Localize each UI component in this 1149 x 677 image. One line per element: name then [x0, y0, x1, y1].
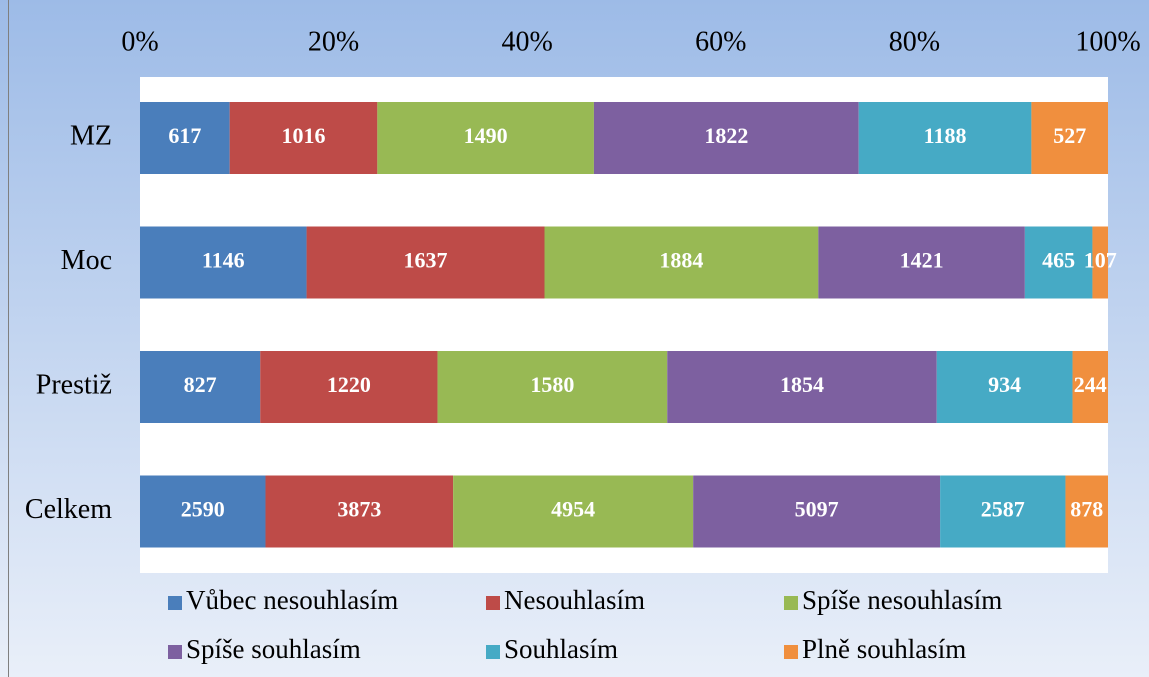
value-label: 5097	[795, 497, 839, 522]
legend-label: Plně souhlasím	[802, 634, 966, 664]
bar-segment	[1092, 226, 1108, 299]
legend-label: Spíše nesouhlasím	[802, 585, 1002, 615]
legend-label: Vůbec nesouhlasím	[186, 585, 398, 615]
value-label: 1421	[900, 248, 944, 273]
x-tick-label: 60%	[695, 26, 746, 57]
value-label: 878	[1070, 497, 1103, 522]
legend-swatch	[784, 596, 798, 610]
value-label: 1146	[202, 248, 245, 273]
y-tick-label: Celkem	[25, 494, 112, 525]
x-tick-label: 100%	[1075, 26, 1140, 57]
bar-segment	[140, 351, 261, 423]
bar-segment	[1031, 102, 1108, 174]
value-label: 1188	[924, 123, 967, 148]
bar-segment	[1072, 351, 1108, 423]
value-label: 465	[1042, 248, 1075, 273]
bar-segment	[437, 351, 668, 423]
value-label: 934	[988, 372, 1021, 397]
value-label: 1854	[780, 372, 824, 397]
value-label: 1884	[659, 248, 703, 273]
legend-swatch	[486, 596, 500, 610]
value-label: 1016	[282, 123, 326, 148]
bar-segment	[265, 475, 454, 548]
y-tick-label: MZ	[70, 120, 112, 151]
value-label: 3873	[337, 497, 381, 522]
bar-segment	[936, 351, 1073, 423]
bar-segment	[593, 102, 859, 174]
bar-segment	[229, 102, 378, 174]
x-tick-label: 80%	[889, 26, 940, 57]
bar-segment	[140, 102, 230, 174]
y-tick-label: Prestiž	[36, 369, 112, 400]
bar-segment	[453, 475, 694, 548]
bar-segment	[377, 102, 594, 174]
value-label: 244	[1074, 372, 1107, 397]
value-label: 4954	[551, 497, 595, 522]
value-label: 617	[168, 123, 201, 148]
value-label: 107	[1084, 248, 1117, 273]
bar-segment	[940, 475, 1066, 548]
legend-swatch	[168, 596, 182, 610]
legend-label: Spíše souhlasím	[186, 634, 361, 664]
value-label: 1822	[704, 123, 748, 148]
value-label: 527	[1053, 123, 1086, 148]
y-tick-label: Moc	[61, 245, 112, 276]
value-label: 1580	[530, 372, 574, 397]
bar-segment	[1065, 475, 1108, 548]
bar-segment	[693, 475, 941, 548]
bar-segment	[818, 226, 1025, 299]
legend-label: Souhlasím	[504, 634, 618, 664]
legend-label: Nesouhlasím	[504, 585, 645, 615]
x-tick-label: 0%	[121, 26, 158, 57]
bar-segment	[140, 226, 307, 299]
value-label: 2587	[981, 497, 1025, 522]
bar-segment	[306, 226, 545, 299]
x-tick-label: 40%	[502, 26, 553, 57]
bar-segment	[1024, 226, 1093, 299]
legend-swatch	[168, 645, 182, 659]
x-tick-label: 20%	[308, 26, 359, 57]
bar-segment	[140, 475, 266, 548]
value-label: 2590	[181, 497, 225, 522]
value-label: 1637	[404, 248, 448, 273]
value-label: 827	[184, 372, 217, 397]
bar-segment	[858, 102, 1032, 174]
legend-swatch	[784, 645, 798, 659]
bar-segment	[260, 351, 438, 423]
value-label: 1490	[464, 123, 508, 148]
bar-segment	[667, 351, 937, 423]
legend-swatch	[486, 645, 500, 659]
value-label: 1220	[327, 372, 371, 397]
bar-segment	[544, 226, 819, 299]
